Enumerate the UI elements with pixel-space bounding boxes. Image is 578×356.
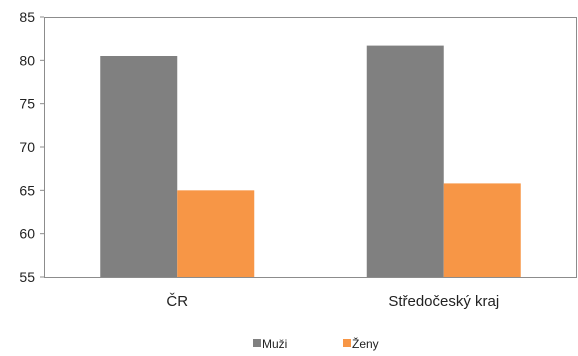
y-tick-label: 70 [19,139,35,155]
y-tick-label: 85 [19,9,35,25]
legend-swatch [343,339,351,347]
y-tick-label: 75 [19,96,35,112]
bars [100,45,521,277]
y-tick-label: 80 [19,52,35,68]
y-tick-label: 65 [19,182,35,198]
x-category-label: ČR [166,293,188,310]
plot-border [44,17,577,278]
plot-frame [44,17,577,278]
x-axis-labels: ČR Středočeský kraj [166,293,499,310]
legend: Muži Ženy [253,336,379,351]
legend-label: Ženy [352,336,379,351]
y-tick-label: 55 [19,269,35,285]
legend-label: Muži [262,337,287,351]
bar-muzi-1 [366,45,444,277]
legend-swatch [253,339,261,347]
bar-zeny-0 [177,190,255,277]
bar-muzi-0 [100,56,178,277]
y-tick-label: 60 [19,226,35,242]
bar-zeny-1 [443,183,521,277]
x-category-label: Středočeský kraj [388,293,499,310]
y-axis-ticks: 55 60 65 70 75 80 85 [19,9,44,285]
